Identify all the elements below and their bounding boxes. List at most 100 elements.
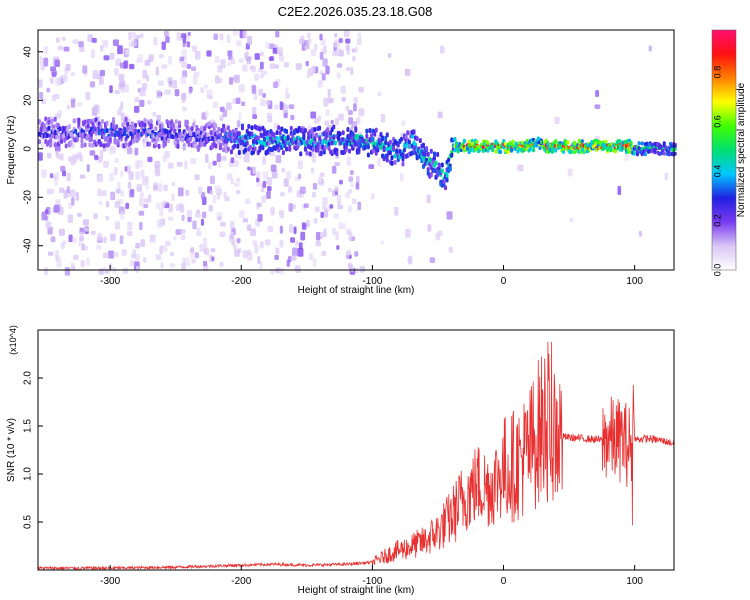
spectrogram-noise-cell bbox=[334, 33, 338, 38]
spectrogram-noise-cell bbox=[120, 170, 124, 178]
spectrogram-noise-cell bbox=[236, 177, 241, 183]
spectrogram-noise-cell bbox=[169, 263, 176, 268]
spectrogram-ridge-cell bbox=[91, 121, 95, 127]
spectrogram-ridge-cell bbox=[426, 151, 430, 157]
spectrogram-noise-cell bbox=[194, 174, 200, 181]
spectrogram-noise-cell bbox=[259, 241, 264, 249]
spectrogram-ridge-cell bbox=[53, 116, 57, 122]
spectrogram-ridge-cell bbox=[371, 148, 375, 154]
snr-y-tick-label: 1.5 bbox=[23, 419, 34, 433]
spectrogram-noise-cell bbox=[405, 228, 411, 238]
spectrogram-x-tick-label: -100 bbox=[362, 276, 382, 287]
spectrogram-noise-cell bbox=[43, 57, 49, 67]
spectrogram-ridge-cell bbox=[226, 146, 230, 152]
spectrogram-ridge-cell bbox=[374, 127, 378, 133]
spectrogram-ridge-cell bbox=[314, 132, 318, 138]
spectrogram-ridge-cell bbox=[426, 167, 430, 173]
spectrogram-ridge-cell bbox=[229, 149, 233, 155]
spectrogram-noise-cell bbox=[129, 259, 135, 267]
spectrogram-noise-cell bbox=[274, 254, 279, 261]
spectrogram-ridge-cell bbox=[247, 123, 251, 129]
spectrogram-noise-cell bbox=[194, 252, 199, 259]
spectrogram-ridge-cell bbox=[154, 126, 158, 132]
spectrogram-noise-cell bbox=[408, 255, 413, 265]
spectrogram-ridge-cell bbox=[359, 142, 363, 148]
spectrogram-noise-cell bbox=[394, 206, 399, 216]
spectrogram-noise-cell bbox=[271, 169, 278, 179]
spectrogram-ridge-cell bbox=[469, 147, 473, 152]
spectrogram-noise-cell bbox=[98, 76, 104, 85]
spectrogram-noise-cell bbox=[320, 39, 326, 46]
spectrogram-ridge-cell bbox=[171, 123, 175, 129]
spectrogram-ridge-cell bbox=[53, 129, 57, 135]
spectrogram-noise-cell bbox=[54, 59, 61, 68]
spectrogram-noise-cell bbox=[336, 194, 342, 204]
spectrogram-noise-cell bbox=[260, 99, 266, 107]
spectrogram-ridge-cell bbox=[220, 128, 224, 134]
spectrogram-noise-cell bbox=[161, 64, 168, 69]
colorbar-tick-label: 0.4 bbox=[712, 165, 722, 178]
spectrogram-y-tick-label: -20 bbox=[23, 190, 34, 205]
colorbar-tick-label: 0.8 bbox=[712, 66, 722, 79]
spectrogram-noise-cell bbox=[356, 175, 360, 183]
spectrogram-noise-cell bbox=[71, 265, 76, 271]
spectrogram-noise-cell bbox=[350, 67, 354, 76]
spectrogram-ridge-cell bbox=[192, 122, 196, 128]
spectrogram-noise-cell bbox=[310, 48, 317, 57]
spectrogram-noise-cell bbox=[120, 101, 124, 110]
spectrogram-ridge-cell bbox=[382, 147, 386, 153]
spectrogram-noise-cell bbox=[345, 105, 350, 111]
snr-plot-area bbox=[38, 330, 674, 570]
spectrogram-noise-cell bbox=[300, 231, 306, 241]
spectrogram-noise-cell bbox=[347, 188, 353, 194]
spectrogram-noise-cell bbox=[68, 234, 73, 243]
spectrogram-noise-cell bbox=[84, 227, 90, 232]
spectrogram-noise-cell bbox=[278, 55, 285, 62]
spectrogram-noise-cell bbox=[427, 224, 432, 232]
spectrogram-noise-cell bbox=[134, 147, 139, 156]
spectrogram-noise-cell bbox=[40, 65, 45, 71]
spectrogram-noise-cell bbox=[85, 91, 91, 101]
spectrogram-ridge-cell bbox=[499, 149, 503, 154]
spectrogram-ridge-cell bbox=[99, 124, 103, 130]
spectrogram-ridge-cell bbox=[124, 116, 128, 122]
spectrogram-noise-cell bbox=[101, 190, 107, 197]
spectrogram-ridge-cell bbox=[285, 128, 289, 134]
spectrogram-ridge-cell bbox=[365, 128, 369, 134]
spectrogram-ridge-cell bbox=[302, 131, 306, 137]
spectrogram-noise-cell bbox=[275, 155, 282, 164]
spectrogram-noise-cell bbox=[144, 197, 149, 204]
spectrogram-ridge-cell bbox=[401, 152, 405, 158]
spectrogram-noise-cell bbox=[246, 224, 252, 231]
spectrogram-ridge-cell bbox=[305, 150, 309, 156]
spectrogram-noise-cell bbox=[311, 191, 316, 198]
spectrogram-noise-cell bbox=[295, 63, 302, 70]
spectrogram-noise-cell bbox=[67, 214, 73, 223]
spectrogram-x-tick-label: 0 bbox=[501, 276, 507, 287]
spectrogram-ridge-cell bbox=[160, 135, 164, 141]
spectrogram-noise-cell bbox=[437, 111, 443, 119]
spectrogram-noise-cell bbox=[63, 73, 68, 83]
spectrogram-ridge-cell bbox=[643, 152, 647, 157]
spectrogram-noise-cell bbox=[216, 212, 223, 221]
spectrogram-ridge-cell bbox=[288, 146, 292, 152]
spectrogram-noise-cell bbox=[648, 45, 652, 52]
spectrogram-noise-cell bbox=[119, 80, 126, 88]
spectrogram-noise-cell bbox=[96, 244, 102, 250]
spectrogram-noise-cell bbox=[143, 257, 147, 263]
spectrogram-ridge-cell bbox=[250, 131, 254, 137]
spectrogram-ridge-cell bbox=[429, 172, 433, 178]
spectrogram-noise-cell bbox=[40, 142, 45, 149]
spectrogram-x-tick-label: 100 bbox=[626, 276, 643, 287]
snr-x-tick-label: -100 bbox=[362, 576, 382, 587]
spectrogram-noise-cell bbox=[338, 113, 344, 121]
spectrogram-noise-cell bbox=[155, 254, 162, 260]
spectrogram-noise-cell bbox=[617, 185, 622, 195]
spectrogram-ridge-cell bbox=[311, 146, 315, 152]
spectrogram-noise-cell bbox=[279, 101, 284, 111]
spectrogram-ridge-cell bbox=[69, 140, 73, 146]
spectrogram-noise-cell bbox=[214, 56, 220, 64]
spectrogram-noise-cell bbox=[155, 66, 159, 76]
spectrogram-ridge-cell bbox=[640, 141, 644, 146]
spectrogram-ridge-cell bbox=[237, 150, 241, 156]
